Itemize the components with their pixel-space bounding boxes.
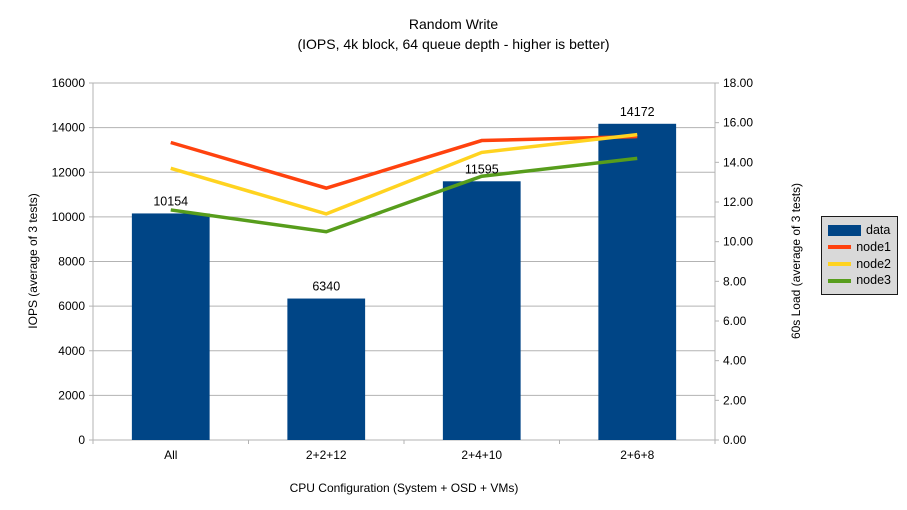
bar-value-label: 6340 <box>312 280 340 294</box>
legend-label: node1 <box>856 239 891 254</box>
legend-entry-node1: node1 <box>828 241 891 254</box>
legend-label: data <box>866 223 891 238</box>
left-axis-tick-label: 6000 <box>58 299 85 313</box>
right-axis-title: 60s Load (average of 3 tests) <box>789 182 803 340</box>
line-node2 <box>170 132 638 216</box>
right-axis-tick-label: 12.00 <box>723 195 753 209</box>
legend-entry-node2: node2 <box>828 258 891 271</box>
bar-data <box>442 181 521 440</box>
chart-subtitle: (IOPS, 4k block, 64 queue depth - higher… <box>297 36 610 52</box>
line-node3 <box>170 156 638 234</box>
right-axis-tick-label: 4.00 <box>723 354 747 368</box>
legend-swatch-data <box>828 224 861 236</box>
legend-label: node2 <box>856 256 891 271</box>
bar-value-label: 14172 <box>620 105 655 119</box>
bar-data <box>287 298 366 440</box>
bar-value-label: 11595 <box>465 162 499 176</box>
left-axis-tick-label: 12000 <box>52 165 86 179</box>
right-axis-tick-label: 6.00 <box>723 314 747 328</box>
line-node1 <box>170 134 638 190</box>
chart-title: Random Write <box>408 16 499 32</box>
left-axis-tick-label: 10000 <box>52 210 86 224</box>
left-axis-tick-label: 8000 <box>58 255 85 269</box>
right-axis-tick-label: 8.00 <box>723 274 747 288</box>
legend-swatch-node3 <box>828 278 852 283</box>
right-axis-tick-label: 10.00 <box>723 235 753 249</box>
left-axis-tick-label: 14000 <box>52 121 86 135</box>
x-axis-category-label: All <box>164 448 177 462</box>
left-axis-tick-label: 2000 <box>58 388 85 402</box>
legend-swatch-node1 <box>828 245 852 250</box>
left-axis-tick-label: 4000 <box>58 344 85 358</box>
legend-entry-node3: node3 <box>828 274 891 287</box>
legend-entry-data: data <box>828 224 891 237</box>
right-axis-tick-label: 14.00 <box>723 155 753 169</box>
right-axis-tick-label: 0.00 <box>723 433 747 447</box>
bar-data <box>598 123 677 441</box>
legend-label: node3 <box>856 273 891 288</box>
right-axis-tick-label: 2.00 <box>723 393 747 407</box>
bar-data <box>131 213 210 440</box>
left-axis-tick-label: 0 <box>78 433 85 447</box>
x-axis-category-label: 2+4+10 <box>461 448 502 462</box>
chart-title-block: Random Write (IOPS, 4k block, 64 queue d… <box>0 14 907 54</box>
left-axis-title: IOPS (average of 3 tests) <box>26 193 40 329</box>
right-axis-tick-label: 16.00 <box>723 116 753 130</box>
legend-swatch-node2 <box>828 261 852 266</box>
bar-value-label: 10154 <box>153 194 188 208</box>
x-axis-category-label: 2+6+8 <box>620 448 654 462</box>
x-axis-category-label: 2+2+12 <box>306 448 347 462</box>
right-axis-tick-label: 18.00 <box>723 76 753 90</box>
legend: data node1 node2 node3 <box>821 216 898 295</box>
left-axis-tick-label: 16000 <box>52 76 86 90</box>
x-axis-title: CPU Configuration (System + OSD + VMs) <box>289 481 519 495</box>
